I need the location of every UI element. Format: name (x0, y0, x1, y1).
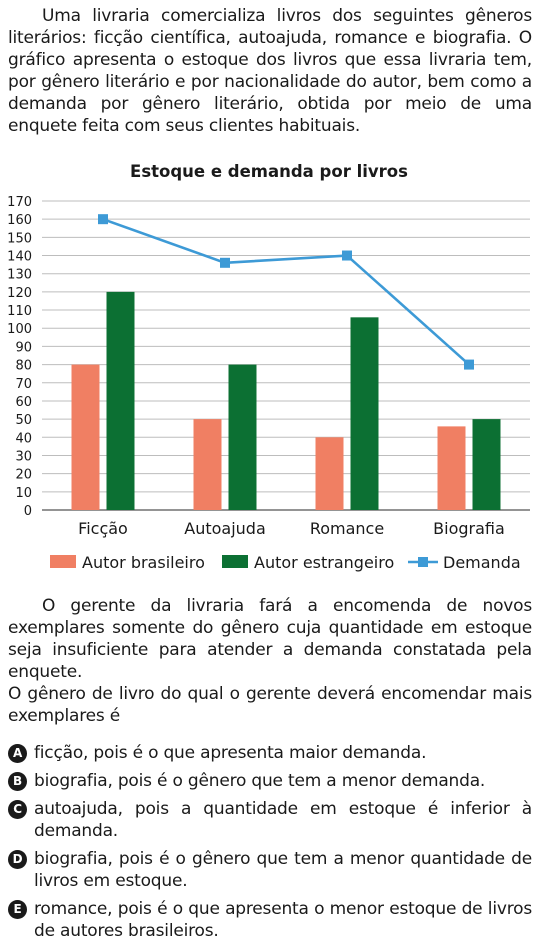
option-letter-d: D (8, 850, 27, 869)
option-a[interactable]: A ficção, pois é o que apresenta maior d… (8, 742, 532, 764)
demand-marker (98, 214, 108, 225)
bar-autor-estrangeiro (228, 364, 257, 510)
bar-autor-estrangeiro (472, 419, 501, 510)
legend-marker-demanda (418, 557, 428, 567)
y-tick-label: 100 (7, 322, 32, 337)
demand-marker (220, 257, 230, 268)
y-tick-label: 120 (7, 286, 32, 301)
bar-autor-brasileiro (437, 426, 466, 510)
chart-legend: Autor brasileiro Autor estrangeiro Demanda (50, 553, 521, 572)
intro-paragraph: Uma livraria comercializa livros dos seg… (8, 6, 532, 136)
y-tick-label: 30 (15, 449, 32, 464)
y-tick-label: 20 (15, 468, 32, 483)
bar-autor-estrangeiro (350, 317, 379, 510)
x-tick-label: Ficção (78, 519, 128, 538)
demand-marker (342, 250, 352, 261)
legend-swatch-autor-estrangeiro (222, 555, 248, 568)
stock-demand-chart: Estoque e demanda por livros 0 10 20 30 40 50… (7, 162, 530, 572)
option-letter-c: C (8, 800, 27, 819)
y-tick-label: 10 (15, 486, 32, 501)
x-tick-label: Romance (310, 519, 384, 538)
bar-autor-estrangeiro (106, 291, 135, 510)
chart-title: Estoque e demanda por livros (130, 162, 408, 181)
y-tick-label: 170 (7, 195, 32, 210)
answer-options: A ficção, pois é o que apresenta maior d… (8, 742, 532, 948)
y-tick-label: 0 (24, 504, 32, 519)
x-tick-label: Biografia (433, 519, 505, 538)
y-tick-label: 110 (7, 304, 32, 319)
x-tick-label: Autoajuda (184, 519, 266, 538)
y-tick-label: 140 (7, 250, 32, 265)
option-d[interactable]: D biografia, pois é o gênero que tem a m… (8, 848, 532, 892)
y-tick-label: 160 (7, 213, 32, 228)
option-text-d: biografia, pois é o gênero que tem a men… (34, 849, 532, 891)
demand-series (98, 214, 474, 370)
x-axis-ticks: Ficção Autoajuda Romance Biografia (78, 519, 505, 538)
y-tick-label: 150 (7, 231, 32, 246)
bar-autor-brasileiro (71, 364, 100, 510)
option-text-c: autoajuda, pois a quantidade em estoque … (34, 799, 532, 841)
legend-swatch-autor-brasileiro (50, 555, 76, 568)
option-e[interactable]: E romance, pois é o que apresenta o meno… (8, 898, 532, 942)
manager-paragraph: O gerente da livraria fará a encomenda d… (8, 596, 532, 682)
y-tick-label: 50 (15, 413, 32, 428)
y-tick-label: 130 (7, 268, 32, 283)
y-tick-label: 90 (15, 340, 32, 355)
option-text-b: biografia, pois é o gênero que tem a men… (34, 771, 486, 791)
y-axis-ticks: 0 10 20 30 40 50 60 70 80 90 100 110 120 130 140 150 160… (7, 195, 32, 519)
option-letter-a: A (8, 744, 27, 763)
y-tick-label: 60 (15, 395, 32, 410)
option-text-e: romance, pois é o que apresenta o menor … (34, 899, 532, 941)
legend-label-autor-estrangeiro: Autor estrangeiro (254, 553, 394, 572)
bar-autor-brasileiro (315, 437, 344, 510)
demand-line (102, 217, 470, 366)
demand-marker (464, 359, 474, 370)
option-c[interactable]: C autoajuda, pois a quantidade em estoqu… (8, 798, 532, 842)
y-tick-label: 40 (15, 431, 32, 446)
legend-label-autor-brasileiro: Autor brasileiro (82, 553, 205, 572)
y-tick-label: 70 (15, 377, 32, 392)
chart-bars (71, 291, 501, 510)
bar-autor-brasileiro (193, 419, 222, 510)
option-text-a: ficção, pois é o que apresenta maior dem… (34, 743, 427, 763)
question-text: O gênero de livro do qual o gerente deve… (8, 684, 532, 726)
option-letter-b: B (8, 772, 27, 791)
option-b[interactable]: B biografia, pois é o gênero que tem a m… (8, 770, 532, 792)
legend-label-demanda: Demanda (443, 553, 521, 572)
option-letter-e: E (8, 900, 27, 919)
y-tick-label: 80 (15, 359, 32, 374)
